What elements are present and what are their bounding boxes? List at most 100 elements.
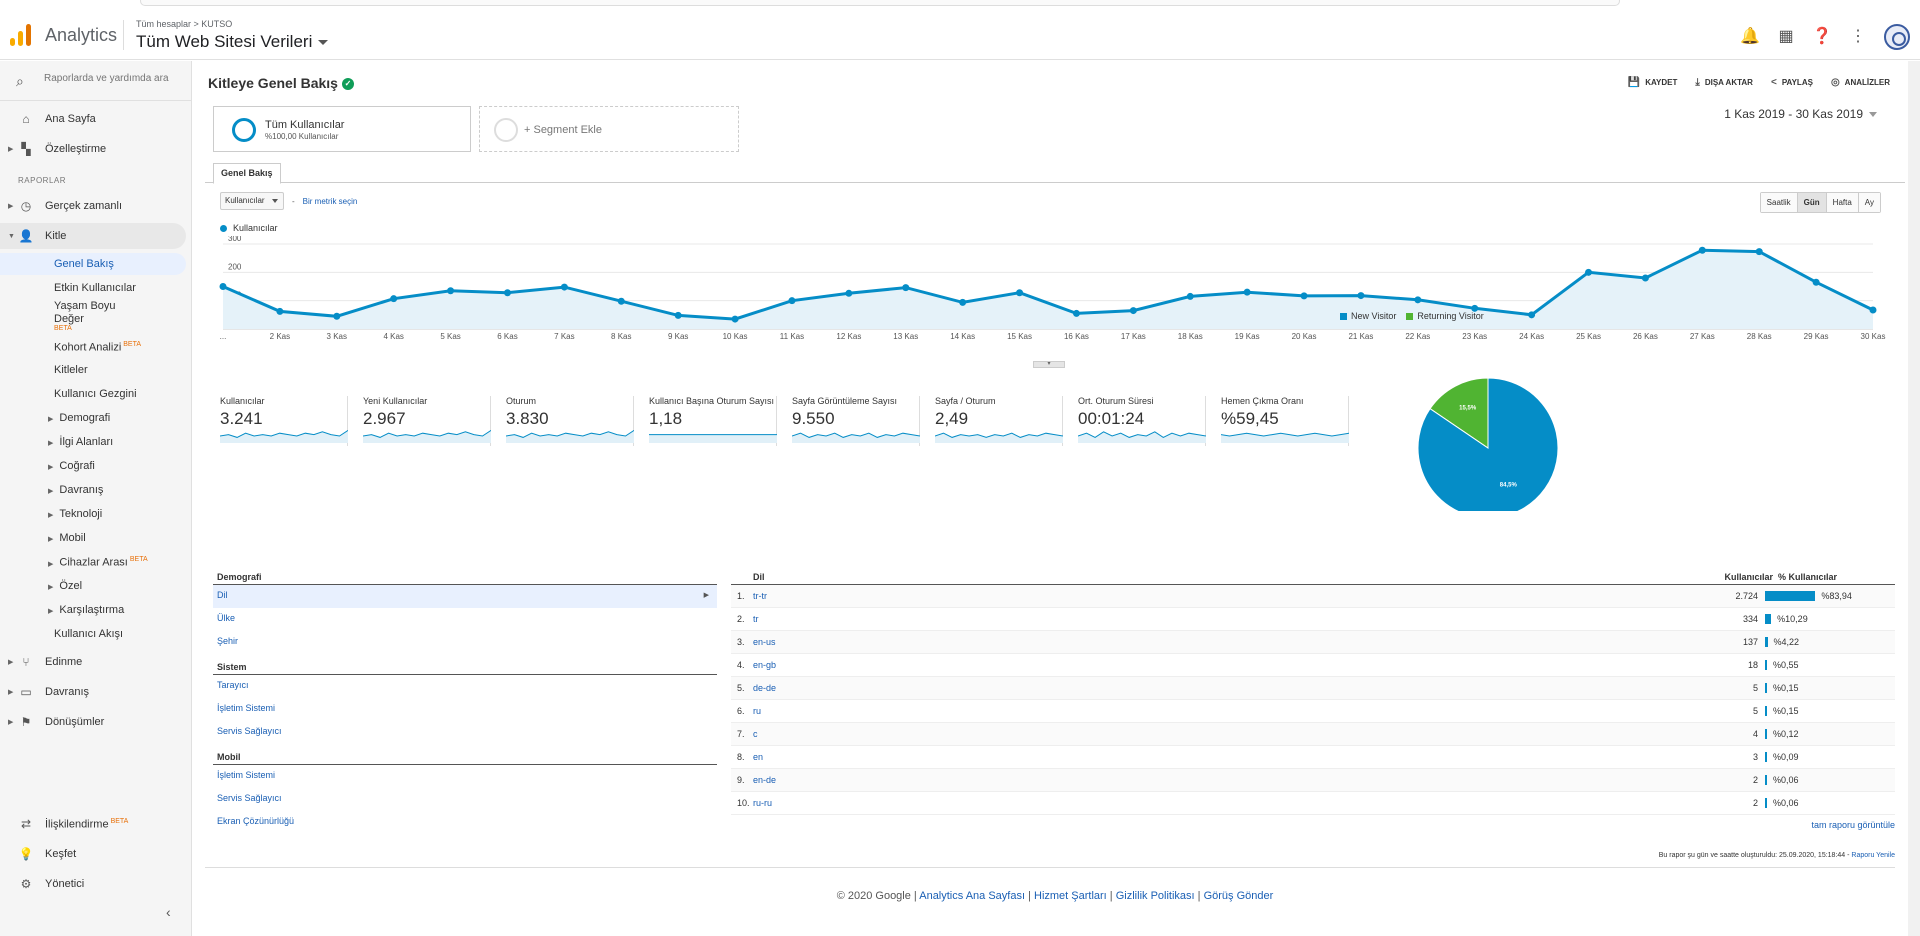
- system-item-os[interactable]: İşletim Sistemi: [217, 703, 276, 713]
- sidebar-item-conversions[interactable]: ▶ ⚑ Dönüşümler: [8, 715, 105, 729]
- kpi-card[interactable]: Yeni Kullanıcılar 2.967: [348, 396, 491, 446]
- visitor-pie-chart: 15,5% 84,5%: [1417, 377, 1559, 511]
- footer-link-feedback[interactable]: Görüş Gönder: [1203, 890, 1274, 902]
- help-icon[interactable]: ❓: [1812, 28, 1832, 45]
- sidebar-item-lifetime-value[interactable]: Yaşam Boyu: [54, 300, 116, 312]
- language-link[interactable]: en: [753, 752, 764, 762]
- language-link[interactable]: de-de: [753, 683, 777, 693]
- sidebar-item-home[interactable]: ⌂ Ana Sayfa: [0, 106, 186, 132]
- full-report-link[interactable]: tam raporu görüntüle: [1811, 820, 1895, 830]
- sidebar-item-benchmarking[interactable]: ▶ Karşılaştırma: [48, 604, 124, 616]
- save-button[interactable]: 💾 KAYDET: [1628, 77, 1678, 88]
- granularity-hourly[interactable]: Saatlik: [1760, 193, 1798, 212]
- sidebar-item-audiences[interactable]: Kitleler: [54, 364, 88, 376]
- sidebar-item-overview[interactable]: Genel Bakış: [54, 258, 114, 270]
- kpi-card[interactable]: Kullanıcılar 3.241: [205, 396, 348, 446]
- mobile-item-isp[interactable]: Servis Sağlayıcı: [217, 793, 282, 803]
- tab-overview[interactable]: Genel Bakış: [213, 163, 281, 184]
- kpi-label: Yeni Kullanıcılar: [363, 396, 428, 406]
- sidebar-item-geo[interactable]: ▶ Coğrafi: [48, 460, 95, 472]
- sparkline-area: [935, 433, 1063, 443]
- segment-all-users[interactable]: Tüm Kullanıcılar %100,00 Kullanıcılar: [213, 106, 471, 152]
- demo-item-city[interactable]: Şehir: [217, 636, 239, 646]
- group-label: Coğrafi: [59, 460, 95, 472]
- sidebar-item-custom[interactable]: ▶ Özel: [48, 580, 82, 592]
- sidebar-item-attribution[interactable]: ⇄ İlişkilendirme BETA: [0, 811, 186, 837]
- sidebar-item-interests[interactable]: ▶ İlgi Alanları: [48, 436, 113, 448]
- demo-item-language[interactable]: Dil ▶: [213, 585, 717, 608]
- granularity-week[interactable]: Hafta: [1826, 193, 1859, 212]
- avatar[interactable]: [1884, 24, 1910, 50]
- demo-item-country[interactable]: Ülke: [217, 613, 236, 623]
- footer-link-analytics-home[interactable]: Analytics Ana Sayfası: [919, 890, 1026, 902]
- sidebar-item-behavior-sub[interactable]: ▶ Davranış: [48, 484, 103, 496]
- language-link[interactable]: c: [753, 729, 758, 739]
- add-segment-button[interactable]: + Segment Ekle: [479, 106, 739, 152]
- sidebar-item-admin[interactable]: ⚙ Yönetici: [0, 871, 186, 897]
- granularity-month[interactable]: Ay: [1858, 193, 1880, 212]
- select-metric-link[interactable]: Bir metrik seçin: [302, 196, 358, 206]
- collapse-sidebar-icon[interactable]: ‹: [166, 904, 171, 920]
- data-point: [617, 297, 625, 305]
- sidebar-item-lifetime-value-2[interactable]: Değer: [54, 313, 84, 325]
- behavior-icon: ▭: [20, 685, 32, 699]
- kpi-card[interactable]: Oturum 3.830: [491, 396, 634, 446]
- metric-select[interactable]: Kullanıcılar: [220, 192, 284, 210]
- col-users[interactable]: Kullanıcılar: [1724, 572, 1773, 582]
- chart-resize-handle[interactable]: ▾: [1033, 361, 1065, 368]
- row-index: 4.: [737, 660, 745, 670]
- language-link[interactable]: en-gb: [753, 660, 777, 670]
- export-button[interactable]: ⤓ DIŞA AKTAR: [1695, 77, 1753, 88]
- search-input[interactable]: [44, 73, 184, 84]
- language-link[interactable]: ru-ru: [753, 798, 773, 808]
- mobile-item-os[interactable]: İşletim Sistemi: [217, 770, 276, 780]
- scrollbar[interactable]: [1908, 61, 1920, 936]
- share-button[interactable]: < PAYLAŞ: [1771, 77, 1813, 88]
- sidebar-item-customize[interactable]: ▶ ▚ Özelleştirme: [8, 142, 107, 156]
- system-item-isp[interactable]: Servis Sağlayıcı: [217, 726, 282, 736]
- language-link[interactable]: tr: [753, 614, 759, 624]
- language-link[interactable]: en-de: [753, 775, 777, 785]
- sidebar-item-behavior[interactable]: ▶ ▭ Davranış: [8, 685, 90, 699]
- more-vert-icon[interactable]: ⋮: [1850, 28, 1866, 45]
- sidebar-item-user-explorer[interactable]: Kullanıcı Gezgini: [54, 388, 137, 400]
- kpi-card[interactable]: Sayfa / Oturum 2,49: [920, 396, 1063, 446]
- sidebar-item-technology[interactable]: ▶ Teknoloji: [48, 508, 102, 520]
- sidebar-item-user-flow[interactable]: Kullanıcı Akışı: [54, 628, 124, 640]
- pie-legend-new: New Visitor: [1340, 311, 1396, 321]
- caret-right-icon: ▶: [8, 689, 14, 696]
- date-range-picker[interactable]: 1 Kas 2019 - 30 Kas 2019: [1724, 107, 1877, 121]
- sidebar-item-demographics[interactable]: ▶ Demografi: [48, 412, 110, 424]
- refresh-report-link[interactable]: Raporu Yenile: [1851, 852, 1895, 859]
- page-title-text: Kitleye Genel Bakış: [208, 75, 338, 91]
- footer-link-privacy[interactable]: Gizlilik Politikası: [1115, 890, 1195, 902]
- language-link[interactable]: tr-tr: [753, 591, 767, 601]
- sidebar-item-audience[interactable]: ▼ 👤 Kitle: [0, 223, 186, 249]
- sidebar-item-realtime[interactable]: ▶ ◷ Gerçek zamanlı: [8, 199, 123, 213]
- sidebar-item-mobile[interactable]: ▶ Mobil: [48, 532, 86, 544]
- apps-grid-icon[interactable]: ▦: [1778, 28, 1794, 45]
- kpi-card[interactable]: Hemen Çıkma Oranı %59,45: [1206, 396, 1349, 446]
- mobile-item-resolution[interactable]: Ekran Çözünürlüğü: [217, 816, 295, 826]
- kpi-row: Kullanıcılar 3.241 Yeni Kullanıcılar 2.967 O…: [205, 396, 1349, 446]
- granularity-day[interactable]: Gün: [1797, 193, 1827, 212]
- footer-link-terms[interactable]: Hizmet Şartları: [1034, 890, 1107, 902]
- sidebar-item-active-users[interactable]: Etkin Kullanıcılar: [54, 282, 136, 294]
- kpi-card[interactable]: Ort. Oturum Süresi 00:01:24: [1063, 396, 1206, 446]
- system-item-browser[interactable]: Tarayıcı: [217, 680, 249, 690]
- insights-button[interactable]: ◎ ANALİZLER: [1831, 77, 1890, 88]
- sidebar-item-acquisition[interactable]: ▶ ⑂ Edinme: [8, 655, 83, 669]
- kpi-card[interactable]: Kullanıcı Başına Oturum Sayısı 1,18: [634, 396, 777, 446]
- kpi-card[interactable]: Sayfa Görüntüleme Sayısı 9.550: [777, 396, 920, 446]
- bell-icon[interactable]: 🔔: [1740, 28, 1760, 45]
- view-selector[interactable]: Tüm Web Sitesi Verileri: [136, 32, 329, 52]
- language-link[interactable]: ru: [753, 706, 762, 716]
- sidebar-item-discover[interactable]: 💡 Keşfet: [18, 847, 77, 861]
- sidebar-item-cohort[interactable]: Kohort Analizi BETA: [54, 341, 141, 354]
- caret-right-icon: ▶: [48, 416, 54, 423]
- analytics-logo-icon[interactable]: [10, 24, 32, 46]
- reports-section-label: RAPORLAR: [18, 176, 67, 185]
- language-link[interactable]: en-us: [753, 637, 776, 647]
- breadcrumb[interactable]: Tüm hesaplar > KUTSO: [136, 19, 233, 29]
- sidebar-item-cross-device[interactable]: ▶ Cihazlar Arası BETA: [48, 556, 148, 569]
